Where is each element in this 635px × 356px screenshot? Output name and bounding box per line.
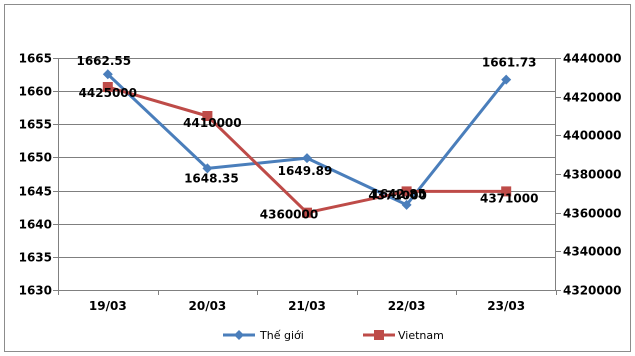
left-tick-label: 1640 bbox=[19, 218, 52, 232]
point-marker bbox=[501, 74, 512, 85]
point-marker bbox=[501, 186, 512, 197]
right-tick-label: 4380000 bbox=[563, 168, 621, 182]
point-marker bbox=[202, 163, 213, 174]
left-tick-label: 1645 bbox=[19, 185, 52, 199]
data-labels: 1662.55 1648.35 1649.89 1642.85 1661.73 44250… bbox=[76, 54, 538, 221]
left-axis-tick-labels: 1630 1635 1640 1645 1650 1655 1660 1665 bbox=[19, 52, 52, 298]
legend-label-vietnam: Vietnam bbox=[398, 329, 444, 342]
point-marker bbox=[401, 199, 412, 210]
point-marker bbox=[401, 186, 412, 197]
right-axis-tick-labels: 4320000 4340000 4360000 4380000 4400000 44200… bbox=[563, 52, 621, 298]
left-tick-label: 1630 bbox=[19, 284, 52, 298]
point-marker bbox=[302, 153, 312, 164]
point-marker bbox=[102, 82, 113, 92]
legend: Thế giới Vietnam bbox=[223, 329, 444, 342]
left-tick-label: 1660 bbox=[19, 85, 52, 99]
legend-diamond-icon bbox=[234, 330, 244, 340]
point-marker bbox=[102, 69, 113, 80]
data-label: 4425000 bbox=[79, 86, 137, 100]
data-label: 1649.89 bbox=[278, 164, 333, 178]
left-tick-label: 1635 bbox=[19, 251, 52, 265]
x-tick-label: 21/03 bbox=[288, 299, 326, 313]
left-tick-label: 1650 bbox=[19, 151, 52, 165]
x-tick-label: 19/03 bbox=[89, 299, 127, 313]
data-label: 1642.85 bbox=[371, 187, 426, 201]
right-tick-label: 4440000 bbox=[563, 52, 621, 66]
point-marker bbox=[202, 111, 213, 121]
left-tick-label: 1665 bbox=[19, 52, 52, 66]
data-label: 4371000 bbox=[368, 188, 426, 202]
data-label: 1661.73 bbox=[482, 56, 537, 70]
right-tick-label: 4340000 bbox=[563, 245, 621, 259]
legend-label-the-gioi: Thế giới bbox=[259, 329, 304, 342]
data-label: 1662.55 bbox=[76, 54, 131, 68]
data-label: 4371000 bbox=[480, 191, 538, 205]
right-tick-label: 4420000 bbox=[563, 91, 621, 105]
legend-item-the-gioi: Thế giới bbox=[223, 329, 304, 342]
x-tick-label: 22/03 bbox=[388, 299, 426, 313]
data-label: 1648.35 bbox=[184, 171, 239, 185]
point-marker bbox=[302, 207, 312, 218]
chart-border bbox=[4, 4, 631, 352]
right-tick-label: 4400000 bbox=[563, 129, 621, 143]
left-tick-label: 1655 bbox=[19, 118, 52, 132]
legend-square-icon bbox=[374, 330, 384, 340]
x-tick-label: 23/03 bbox=[487, 299, 525, 313]
right-tick-label: 4360000 bbox=[563, 207, 621, 221]
axes bbox=[58, 58, 556, 291]
x-axis-tick-labels: 19/03 20/03 21/03 22/03 23/03 bbox=[89, 299, 525, 313]
data-label: 4410000 bbox=[183, 116, 241, 130]
legend-item-vietnam: Vietnam bbox=[363, 329, 444, 342]
right-tick-label: 4320000 bbox=[563, 284, 621, 298]
data-label: 4360000 bbox=[260, 208, 318, 222]
series-markers bbox=[102, 69, 512, 218]
x-tick-label: 20/03 bbox=[189, 299, 227, 313]
